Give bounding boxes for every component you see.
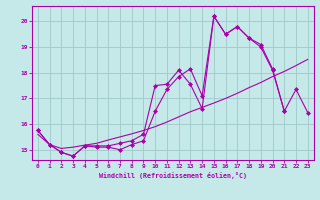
- X-axis label: Windchill (Refroidissement éolien,°C): Windchill (Refroidissement éolien,°C): [99, 172, 247, 179]
